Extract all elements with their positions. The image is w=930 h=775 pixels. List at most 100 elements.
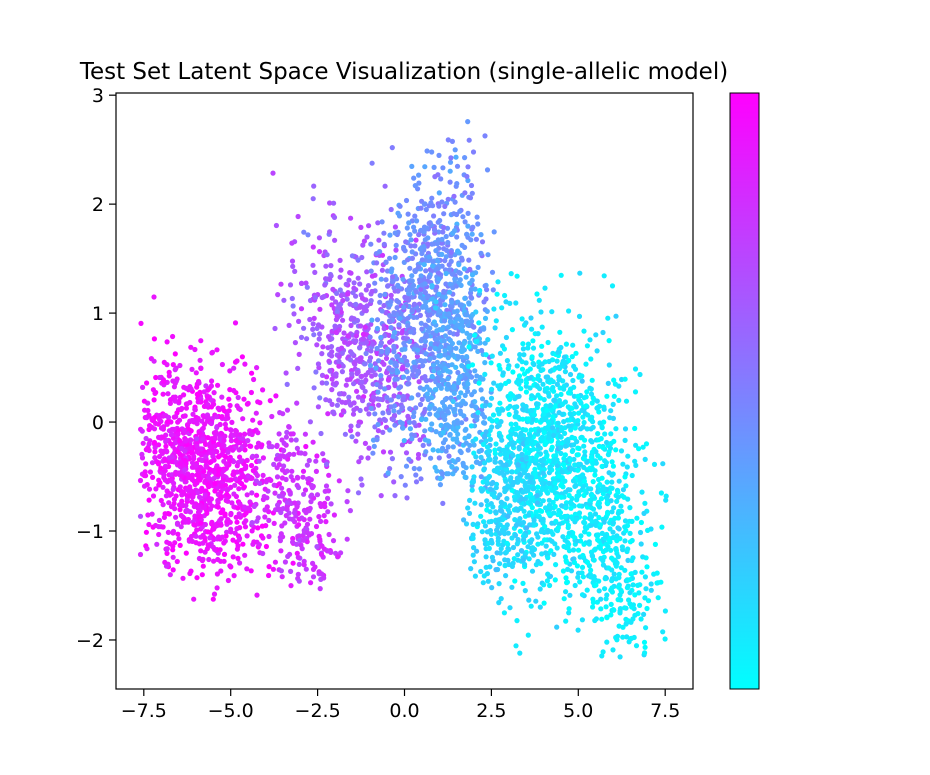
scatter-point bbox=[306, 457, 312, 464]
scatter-point bbox=[274, 443, 280, 449]
scatter-point bbox=[588, 454, 595, 460]
scatter-point bbox=[310, 244, 316, 250]
scatter-point bbox=[326, 472, 332, 478]
scatter-point bbox=[566, 492, 572, 499]
scatter-point bbox=[354, 317, 361, 324]
scatter-point bbox=[147, 438, 153, 444]
scatter-point bbox=[218, 522, 224, 528]
scatter-point bbox=[485, 337, 491, 343]
scatter-point bbox=[514, 363, 520, 369]
scatter-point bbox=[257, 420, 263, 426]
scatter-point bbox=[369, 288, 375, 295]
scatter-point bbox=[582, 488, 588, 494]
scatter-point bbox=[473, 309, 479, 315]
scatter-point bbox=[211, 390, 217, 396]
scatter-point bbox=[175, 531, 181, 537]
scatter-point bbox=[452, 406, 458, 412]
scatter-point bbox=[453, 345, 459, 351]
scatter-point bbox=[383, 259, 389, 265]
scatter-point bbox=[187, 399, 193, 406]
scatter-point bbox=[462, 427, 468, 433]
scatter-point bbox=[205, 402, 211, 408]
scatter-point bbox=[162, 468, 168, 474]
scatter-point bbox=[307, 516, 313, 522]
scatter-point bbox=[319, 351, 325, 357]
scatter-point bbox=[525, 345, 531, 351]
scatter-point bbox=[237, 440, 243, 446]
x-tick-label: −5.0 bbox=[208, 700, 254, 722]
scatter-point bbox=[253, 453, 260, 459]
scatter-point bbox=[519, 496, 525, 502]
scatter-point bbox=[455, 420, 461, 426]
scatter-point bbox=[351, 381, 357, 387]
scatter-point bbox=[416, 466, 422, 472]
scatter-point bbox=[156, 442, 162, 448]
scatter-point bbox=[195, 509, 202, 515]
scatter-point bbox=[566, 548, 573, 554]
scatter-point bbox=[487, 436, 493, 442]
scatter-point bbox=[177, 451, 183, 457]
scatter-point bbox=[381, 302, 387, 309]
scatter-point bbox=[359, 254, 365, 261]
scatter-point bbox=[485, 475, 491, 481]
scatter-point bbox=[300, 468, 307, 474]
scatter-point bbox=[593, 332, 599, 338]
scatter-point bbox=[405, 257, 411, 263]
scatter-point bbox=[401, 438, 407, 444]
scatter-point bbox=[642, 650, 648, 656]
scatter-point bbox=[561, 461, 567, 468]
scatter-point bbox=[468, 182, 475, 189]
scatter-point bbox=[249, 370, 255, 376]
scatter-point bbox=[604, 511, 611, 517]
scatter-point bbox=[419, 250, 425, 257]
scatter-point bbox=[353, 333, 359, 339]
scatter-point bbox=[494, 424, 501, 430]
scatter-point bbox=[465, 360, 471, 366]
scatter-point bbox=[579, 407, 585, 413]
scatter-point bbox=[160, 502, 166, 508]
scatter-point bbox=[611, 377, 617, 383]
scatter-point bbox=[219, 394, 225, 400]
scatter-point bbox=[164, 539, 170, 545]
scatter-point bbox=[234, 358, 240, 364]
scatter-point bbox=[319, 551, 325, 558]
scatter-point bbox=[622, 524, 628, 530]
scatter-point bbox=[567, 592, 573, 598]
scatter-point bbox=[459, 348, 466, 354]
scatter-point bbox=[618, 597, 624, 603]
scatter-point bbox=[645, 598, 652, 604]
scatter-point bbox=[429, 284, 435, 290]
scatter-point bbox=[618, 448, 625, 454]
scatter-point bbox=[517, 471, 523, 477]
scatter-point bbox=[518, 431, 524, 437]
scatter-point bbox=[513, 643, 519, 649]
scatter-point bbox=[561, 455, 567, 462]
scatter-point bbox=[508, 271, 514, 277]
scatter-point bbox=[436, 370, 442, 376]
scatter-point bbox=[565, 439, 571, 445]
scatter-point bbox=[465, 447, 471, 453]
scatter-point bbox=[286, 510, 292, 516]
scatter-point bbox=[465, 505, 471, 511]
scatter-point bbox=[474, 214, 480, 220]
scatter-point bbox=[312, 269, 318, 275]
scatter-point bbox=[520, 346, 527, 352]
scatter-point bbox=[397, 315, 403, 322]
scatter-point bbox=[311, 315, 317, 321]
scatter-point bbox=[272, 559, 278, 565]
scatter-point bbox=[509, 469, 515, 475]
scatter-point bbox=[514, 475, 520, 481]
scatter-point bbox=[390, 274, 396, 280]
scatter-point bbox=[375, 220, 381, 226]
scatter-point bbox=[451, 193, 457, 199]
scatter-point bbox=[461, 266, 467, 272]
scatter-point bbox=[583, 403, 589, 409]
scatter-point bbox=[256, 542, 262, 548]
scatter-point bbox=[546, 393, 552, 399]
scatter-point bbox=[357, 345, 363, 351]
scatter-point bbox=[177, 362, 183, 369]
scatter-point bbox=[240, 473, 246, 479]
scatter-point bbox=[263, 543, 269, 550]
scatter-point bbox=[187, 484, 193, 490]
scatter-point bbox=[614, 498, 620, 504]
